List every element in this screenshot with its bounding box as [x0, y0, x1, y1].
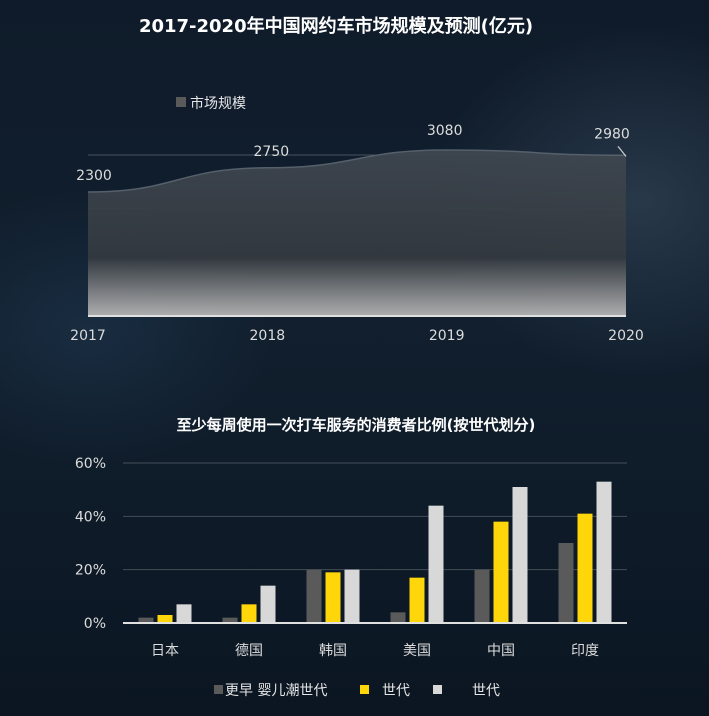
bar	[493, 521, 509, 623]
bar-x-tick: 印度	[571, 643, 599, 659]
area-data-labels: 2300 2750 3080 2980	[76, 123, 630, 184]
area-data-label: 2980	[594, 126, 630, 142]
bar-legend: 更早 婴儿潮世代 世代 世代	[214, 683, 500, 699]
area-x-ticks: 2017 2018 2019 2020	[70, 328, 644, 344]
bar-y-tick: 40%	[75, 509, 106, 525]
bar-y-tick: 60%	[75, 456, 106, 472]
area-series-fill	[88, 150, 626, 316]
bar-x-tick: 日本	[151, 643, 179, 659]
bar	[409, 577, 425, 623]
bar-x-tick: 德国	[235, 643, 263, 659]
area-x-tick: 2017	[70, 328, 106, 344]
area-x-tick: 2018	[250, 328, 286, 344]
bar-legend-label: 世代	[472, 683, 500, 699]
bar	[241, 604, 257, 623]
bar-y-tick: 0%	[84, 616, 106, 632]
bar	[512, 487, 528, 623]
area-x-tick: 2020	[608, 328, 644, 344]
area-x-tick: 2019	[429, 328, 465, 344]
bar-legend-swatch	[214, 685, 223, 694]
bar-x-tick: 韩国	[319, 643, 347, 659]
bar	[306, 569, 322, 623]
area-data-label: 3080	[427, 123, 463, 139]
bar	[138, 617, 154, 623]
bars	[138, 481, 612, 623]
bar-x-tick: 中国	[487, 643, 515, 659]
area-label-leader	[617, 146, 627, 157]
bar	[596, 481, 612, 623]
bar-grid	[123, 462, 627, 571]
bar-chart-title: 至少每周使用一次打车服务的消费者比例(按世代划分)	[177, 416, 536, 434]
bar	[260, 585, 276, 623]
bar	[390, 612, 406, 623]
bar-legend-swatch	[360, 685, 369, 694]
area-legend-swatch	[176, 97, 186, 107]
bar	[222, 617, 238, 623]
area-chart-title: 2017-2020年中国网约车市场规模及预测(亿元)	[139, 15, 533, 37]
bar-legend-swatch	[433, 685, 442, 694]
bar	[176, 604, 192, 623]
bar	[577, 513, 593, 623]
area-data-label: 2300	[76, 168, 112, 184]
bar	[428, 505, 444, 623]
bar-y-ticks: 0% 20% 40% 60%	[75, 456, 106, 632]
bar	[325, 572, 341, 623]
bar-legend-label: 更早 婴儿潮世代	[225, 683, 327, 699]
bar	[157, 615, 173, 623]
area-legend-label: 市场规模	[190, 95, 246, 112]
area-series-line	[87, 149, 627, 193]
bar	[558, 543, 574, 623]
bar-legend-label: 世代	[382, 683, 410, 699]
bar-x-tick: 美国	[403, 643, 431, 659]
bar-y-tick: 20%	[75, 563, 106, 579]
area-legend: 市场规模	[176, 95, 246, 112]
bar	[474, 569, 490, 623]
bar	[344, 569, 360, 623]
bar-x-ticks: 日本 德国 韩国 美国 中国 印度	[151, 643, 599, 659]
area-data-label: 2750	[254, 144, 290, 160]
